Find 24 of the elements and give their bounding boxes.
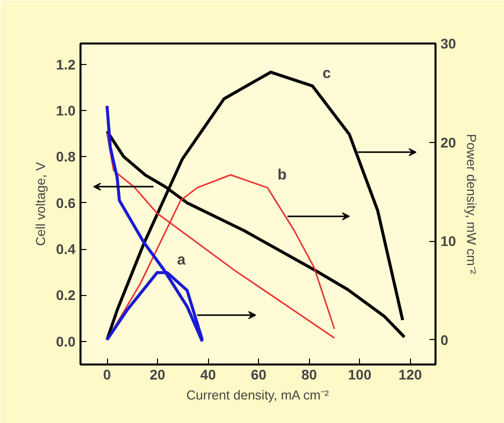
series-label: c: [322, 64, 331, 82]
y-tick-label: 0.6: [56, 194, 76, 211]
x-tick-label: 60: [250, 366, 267, 382]
x-tick-label: 40: [200, 366, 216, 382]
x-tick-label: 0: [103, 366, 112, 382]
y2-tick-label: 30: [440, 36, 456, 52]
x-axis-title: Current density, mA cm⁻²: [186, 388, 330, 402]
y2-axis-title: Power density, mW cm⁻²: [464, 134, 480, 275]
y-tick-label: 1.2: [56, 56, 76, 72]
y-tick-label: 1.0: [56, 102, 76, 118]
y-tick-label: 0.0: [56, 333, 76, 350]
y2-tick-label: 10: [440, 233, 456, 250]
x-tick-label: 120: [398, 366, 422, 382]
y-tick-label: 0.8: [56, 148, 76, 165]
series-label: a: [177, 252, 186, 269]
y-axis-title: Cell voltage, V: [33, 162, 48, 246]
x-tick-label: 20: [150, 366, 166, 382]
y-tick-label: 0.2: [56, 287, 76, 304]
x-tick-label: 80: [301, 366, 318, 382]
x-tick-label: 100: [348, 366, 372, 382]
y2-tick-label: 20: [440, 134, 456, 150]
y2-tick-label: 0: [440, 332, 448, 348]
series-label: b: [277, 166, 287, 184]
y-tick-label: 0.4: [56, 241, 76, 258]
